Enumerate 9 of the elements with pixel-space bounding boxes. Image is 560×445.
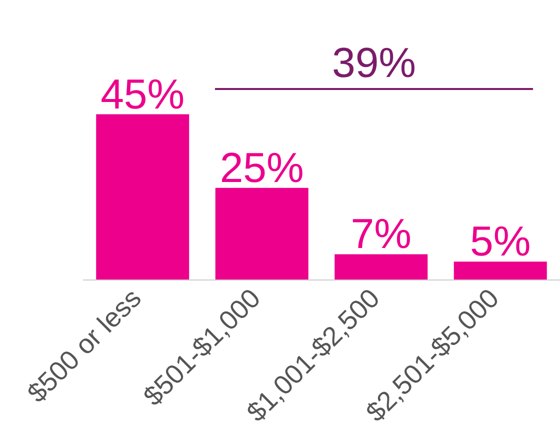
- data-label: 45%: [100, 70, 185, 118]
- data-label: 7%: [350, 210, 412, 258]
- data-label: 25%: [220, 144, 304, 191]
- bar: [215, 188, 308, 280]
- data-label: 5%: [470, 218, 531, 265]
- bar: [334, 254, 428, 280]
- bar: [96, 114, 190, 280]
- text: 39%: [330, 39, 418, 86]
- bar: [454, 262, 547, 280]
